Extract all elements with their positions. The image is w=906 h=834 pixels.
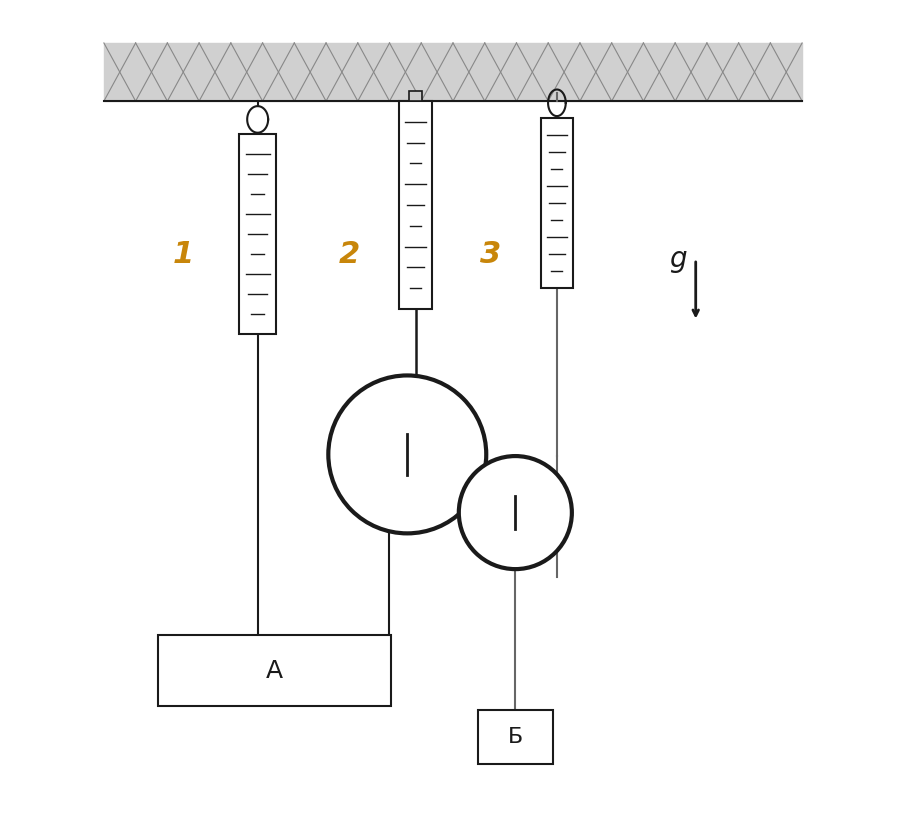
Bar — [409, 91, 422, 101]
Text: 2: 2 — [339, 240, 360, 269]
Circle shape — [458, 456, 572, 569]
Bar — [399, 101, 432, 309]
Bar — [541, 118, 573, 289]
Text: 3: 3 — [480, 240, 501, 269]
Text: А: А — [265, 659, 283, 682]
Circle shape — [328, 375, 487, 534]
Bar — [239, 134, 276, 334]
Text: 1: 1 — [172, 240, 194, 269]
Text: Б: Б — [507, 727, 523, 747]
Text: g: g — [669, 245, 686, 273]
Bar — [478, 710, 553, 764]
Bar — [158, 636, 390, 706]
